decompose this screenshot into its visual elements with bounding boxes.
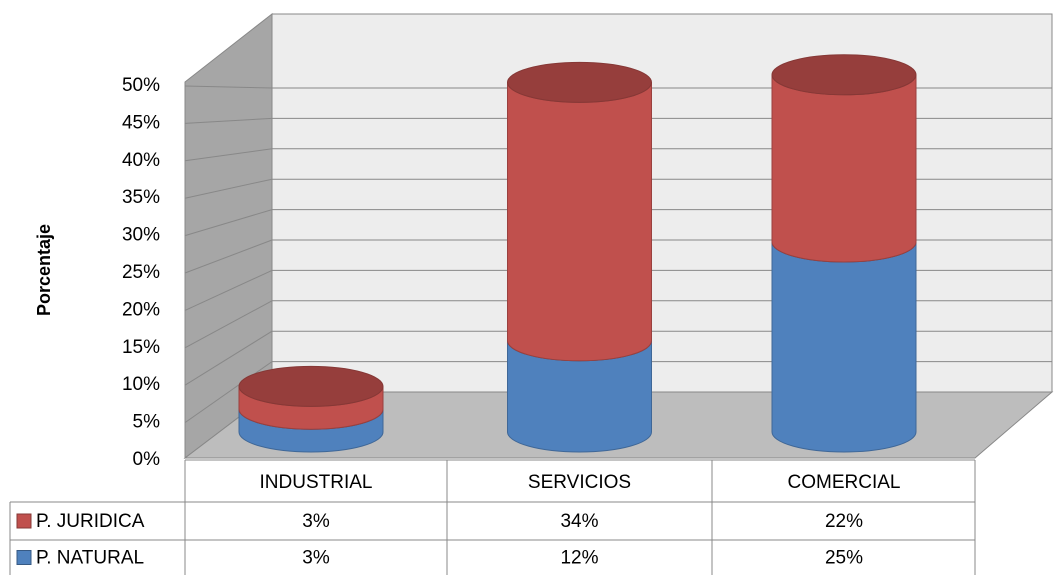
y-tick-label: 30%: [122, 225, 160, 246]
grid-line: [184, 209, 273, 237]
value-label: 12%: [560, 548, 598, 569]
y-tick-label: 40%: [122, 150, 160, 171]
y-tick-label: 25%: [122, 262, 160, 283]
cylinder-body: [507, 82, 652, 362]
y-tick-label: 15%: [122, 337, 160, 358]
grid-line: [184, 85, 273, 89]
legend-label: P. JURIDICA: [36, 511, 145, 532]
value-label: 3%: [302, 511, 330, 532]
y-tick-label: 50%: [122, 75, 160, 96]
y-tick-label: 35%: [122, 187, 160, 208]
category-label: COMERCIAL: [788, 472, 901, 493]
grid-line: [184, 117, 273, 124]
grid: 0% 5% 10% 15% 20% 25% 30% 35% 40% 45% 50%: [122, 75, 1052, 470]
y-axis-label: Porcentaje: [34, 224, 54, 316]
back-wall: [271, 13, 1053, 393]
y-tick-label: 10%: [122, 374, 160, 395]
cylinder-body: [771, 74, 917, 263]
cylinder-segment: [771, 54, 917, 263]
legend-label: P. NATURAL: [36, 548, 144, 569]
value-label: 3%: [302, 548, 330, 569]
cylinder-segment: [507, 61, 652, 362]
y-tick-label: 20%: [122, 299, 160, 320]
y-tick-label: 5%: [133, 412, 161, 433]
grid-line: [184, 330, 273, 386]
category-label: SERVICIOS: [528, 472, 631, 493]
cylinder-segment: [238, 365, 384, 430]
value-label: 25%: [825, 548, 863, 569]
grid-line: [184, 300, 273, 349]
grid-line: [184, 361, 273, 424]
grid-line: [184, 178, 273, 199]
grid-line: [184, 269, 273, 311]
category-label: INDUSTRIAL: [260, 472, 373, 493]
y-tick-label: 0%: [133, 449, 161, 470]
grid-line: [184, 239, 273, 274]
plot: [238, 54, 917, 453]
value-label: 22%: [825, 511, 863, 532]
grid-line: [184, 148, 273, 162]
value-label: 34%: [560, 511, 598, 532]
y-tick-label: 45%: [122, 112, 160, 133]
legend-swatch: [16, 550, 32, 565]
cylinder-body: [771, 241, 917, 453]
cylinder-cap: [771, 54, 917, 96]
legend-swatch: [16, 513, 32, 529]
cylinder-cap: [507, 61, 652, 103]
data-table: INDUSTRIAL SERVICIOS COMERCIAL P. JURIDICA 3…: [9, 459, 976, 575]
cylinder-cap: [238, 365, 384, 407]
